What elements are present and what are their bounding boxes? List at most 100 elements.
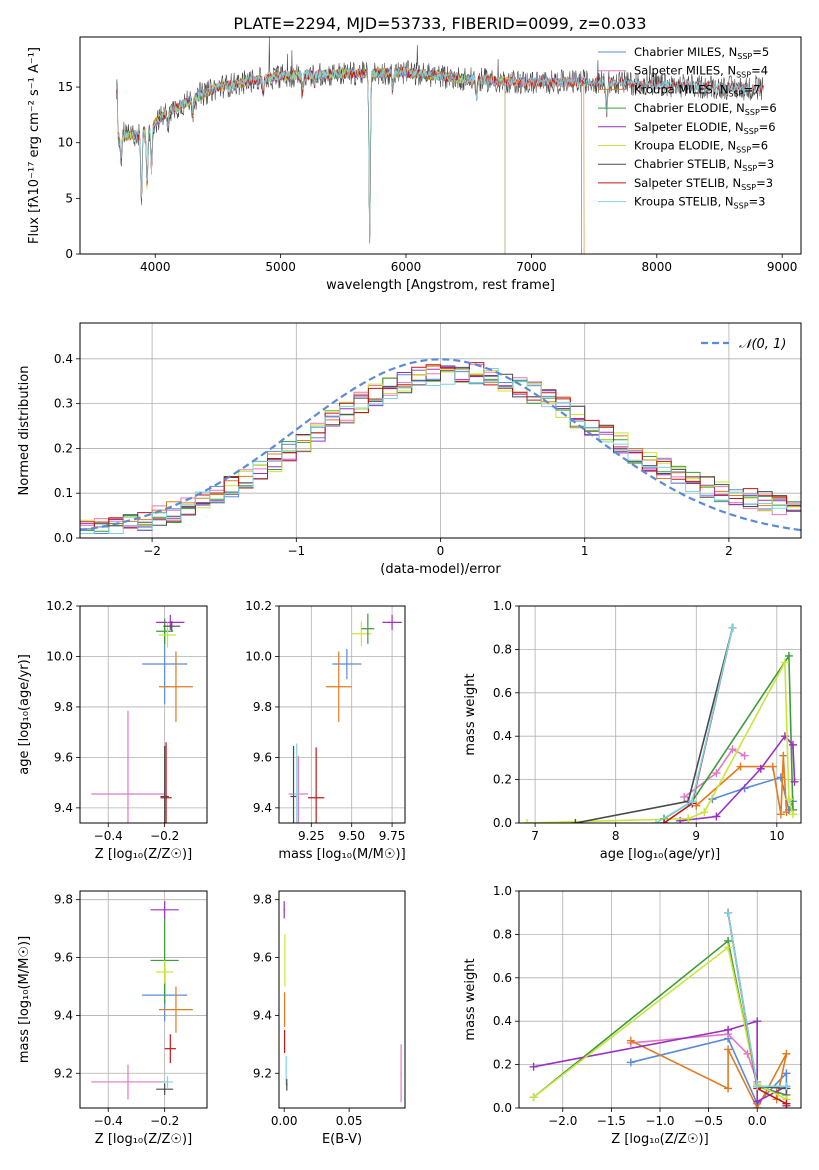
x-tick-label: 8000 xyxy=(642,260,673,274)
weight-point xyxy=(780,658,789,667)
legend-entry: 𝒩(0, 1) xyxy=(739,337,786,352)
weight-point xyxy=(782,1049,791,1058)
x-tick-label: −1.5 xyxy=(597,1114,626,1128)
weight-point xyxy=(692,801,701,810)
x-axis-label: age [log₁₀(age/yr)] xyxy=(600,847,721,862)
y-tick-label: 10.2 xyxy=(245,599,272,613)
weight-point xyxy=(784,651,793,660)
mass-vs-EBV-panel: 0.00 0.05 9.2 9.4 9.6 9.8 E(B-V) xyxy=(253,890,406,1147)
weight-point xyxy=(788,740,797,749)
spectrum-panel: 4000 5000 6000 7000 8000 9000 0 5 10 15 wavelength… xyxy=(27,36,802,293)
spectrum-series-line xyxy=(116,67,506,254)
x-tick-label: 1 xyxy=(581,544,589,558)
y-tick-label: 10.0 xyxy=(46,649,73,663)
y-tick-label: 9.8 xyxy=(253,700,272,714)
weight-point xyxy=(724,1025,733,1034)
y-tick-label: 9.8 xyxy=(54,893,73,907)
weight-point xyxy=(724,908,733,917)
x-axis-label: Z [log₁₀(Z/Z☉)] xyxy=(95,847,192,862)
y-tick-label: 9.2 xyxy=(253,1066,272,1080)
x-tick-label: −0.5 xyxy=(694,1114,723,1128)
x-tick-label: 9000 xyxy=(767,260,798,274)
x-tick-label: 9.25 xyxy=(298,829,325,843)
weight-point xyxy=(724,943,733,952)
legend-entry: Salpeter ELODIE, NSSP=6 xyxy=(634,120,776,136)
axes-frame xyxy=(518,890,802,1109)
weight-point xyxy=(784,795,793,804)
mass-vs-Z-plot-area xyxy=(91,901,193,1100)
legend-prefix: Chabrier MILES, N xyxy=(634,45,737,59)
weight-point xyxy=(626,1036,635,1045)
legend-sub: SSP xyxy=(741,183,756,192)
legend-sub: SSP xyxy=(742,164,757,173)
axes-frame xyxy=(518,605,802,824)
residuals-panel: −2 −1 0 1 2 0.0 0.1 0.2 0.3 0.4 (data-model)/error… xyxy=(17,322,802,577)
x-tick-label: 6000 xyxy=(391,260,422,274)
x-tick-label: 0 xyxy=(437,544,445,558)
x-tick-label: −2 xyxy=(143,544,161,558)
weight-point xyxy=(712,812,721,821)
weight-point xyxy=(728,623,737,632)
weight-point xyxy=(660,819,669,823)
y-tick-label: 0.6 xyxy=(493,971,512,985)
weight-point xyxy=(736,762,745,771)
weight-point xyxy=(626,1058,635,1067)
legend-sub: SSP xyxy=(737,52,752,61)
legend-prefix: Salpeter ELODIE, N xyxy=(634,120,744,134)
weight-point xyxy=(529,1062,538,1071)
spectrum-series-line xyxy=(116,67,582,254)
y-tick-label: 9.8 xyxy=(54,700,73,714)
spectrum-series-line xyxy=(116,67,764,242)
y-tick-label: 9.4 xyxy=(253,1008,272,1022)
weight-point xyxy=(768,762,777,771)
y-tick-label: 9.6 xyxy=(253,750,272,764)
legend-prefix: Chabrier STELIB, N xyxy=(634,157,742,171)
weight-point xyxy=(529,1093,538,1102)
legend-sub: SSP xyxy=(729,89,744,98)
x-tick-label: 5000 xyxy=(265,260,296,274)
age-vs-Z-panel: −0.4 −0.2 9.4 9.6 9.8 10.0 10.2 Z [log₁₀(Z/Z☉)]… xyxy=(17,599,208,862)
weight-point xyxy=(684,814,693,823)
weight-series-line xyxy=(680,734,796,822)
age-vs-mass-plot-area xyxy=(288,613,402,823)
weight-point xyxy=(756,764,765,773)
legend-prefix: Kroupa STELIB, N xyxy=(634,195,734,209)
weight-point xyxy=(740,751,749,760)
histogram-series xyxy=(80,362,801,529)
y-tick-label: 5 xyxy=(65,191,73,205)
y-axis-label: mass [log₁₀(M/M☉)] xyxy=(17,936,32,1063)
x-tick-label: −0.4 xyxy=(94,1114,123,1128)
weight-point xyxy=(753,1082,762,1091)
y-tick-label: 0.6 xyxy=(493,686,512,700)
axes-frame xyxy=(278,890,406,1109)
y-tick-label: 9.6 xyxy=(253,951,272,965)
legend-entry: Kroupa STELIB, NSSP=3 xyxy=(634,195,765,211)
legend-entry: Kroupa ELODIE, NSSP=6 xyxy=(634,139,768,155)
legend-prefix: Salpeter MILES, N xyxy=(634,64,736,78)
legend-suffix: =6 xyxy=(751,139,768,153)
y-axis-label: age [log₁₀(age/yr)] xyxy=(17,654,32,775)
y-tick-label: 0.2 xyxy=(493,1058,512,1072)
x-tick-label: −1 xyxy=(287,544,305,558)
x-tick-label: 9 xyxy=(692,829,700,843)
weight-vs-Z-plot-area xyxy=(529,908,791,1108)
x-tick-label: −2.0 xyxy=(548,1114,577,1128)
axes-frame xyxy=(79,36,802,255)
weight-vs-Z-panel: −2.0 −1.5 −1.0 −0.5 0.0 0.0 0.2 0.4 0.6 0.8 1.0 Z [… xyxy=(463,884,802,1147)
legend-entry: Salpeter STELIB, NSSP=3 xyxy=(634,176,773,192)
y-tick-label: 9.4 xyxy=(54,801,73,815)
legend-suffix: =4 xyxy=(751,64,768,78)
weight-point xyxy=(790,777,799,786)
weight-point xyxy=(782,1082,791,1091)
x-axis-label: E(B-V) xyxy=(322,1132,362,1147)
y-tick-label: 10.0 xyxy=(245,649,272,663)
mass-vs-EBV-plot-area xyxy=(283,901,402,1103)
weight-point xyxy=(688,797,697,806)
weight-point xyxy=(728,745,737,754)
y-tick-label: 1.0 xyxy=(493,599,512,613)
histogram-series xyxy=(80,366,801,534)
y-tick-label: 15 xyxy=(58,80,73,94)
weight-point xyxy=(782,1069,791,1078)
legend-entry: Kroupa MILES, NSSP=7 xyxy=(634,82,760,98)
y-tick-label: 0.4 xyxy=(493,729,512,743)
